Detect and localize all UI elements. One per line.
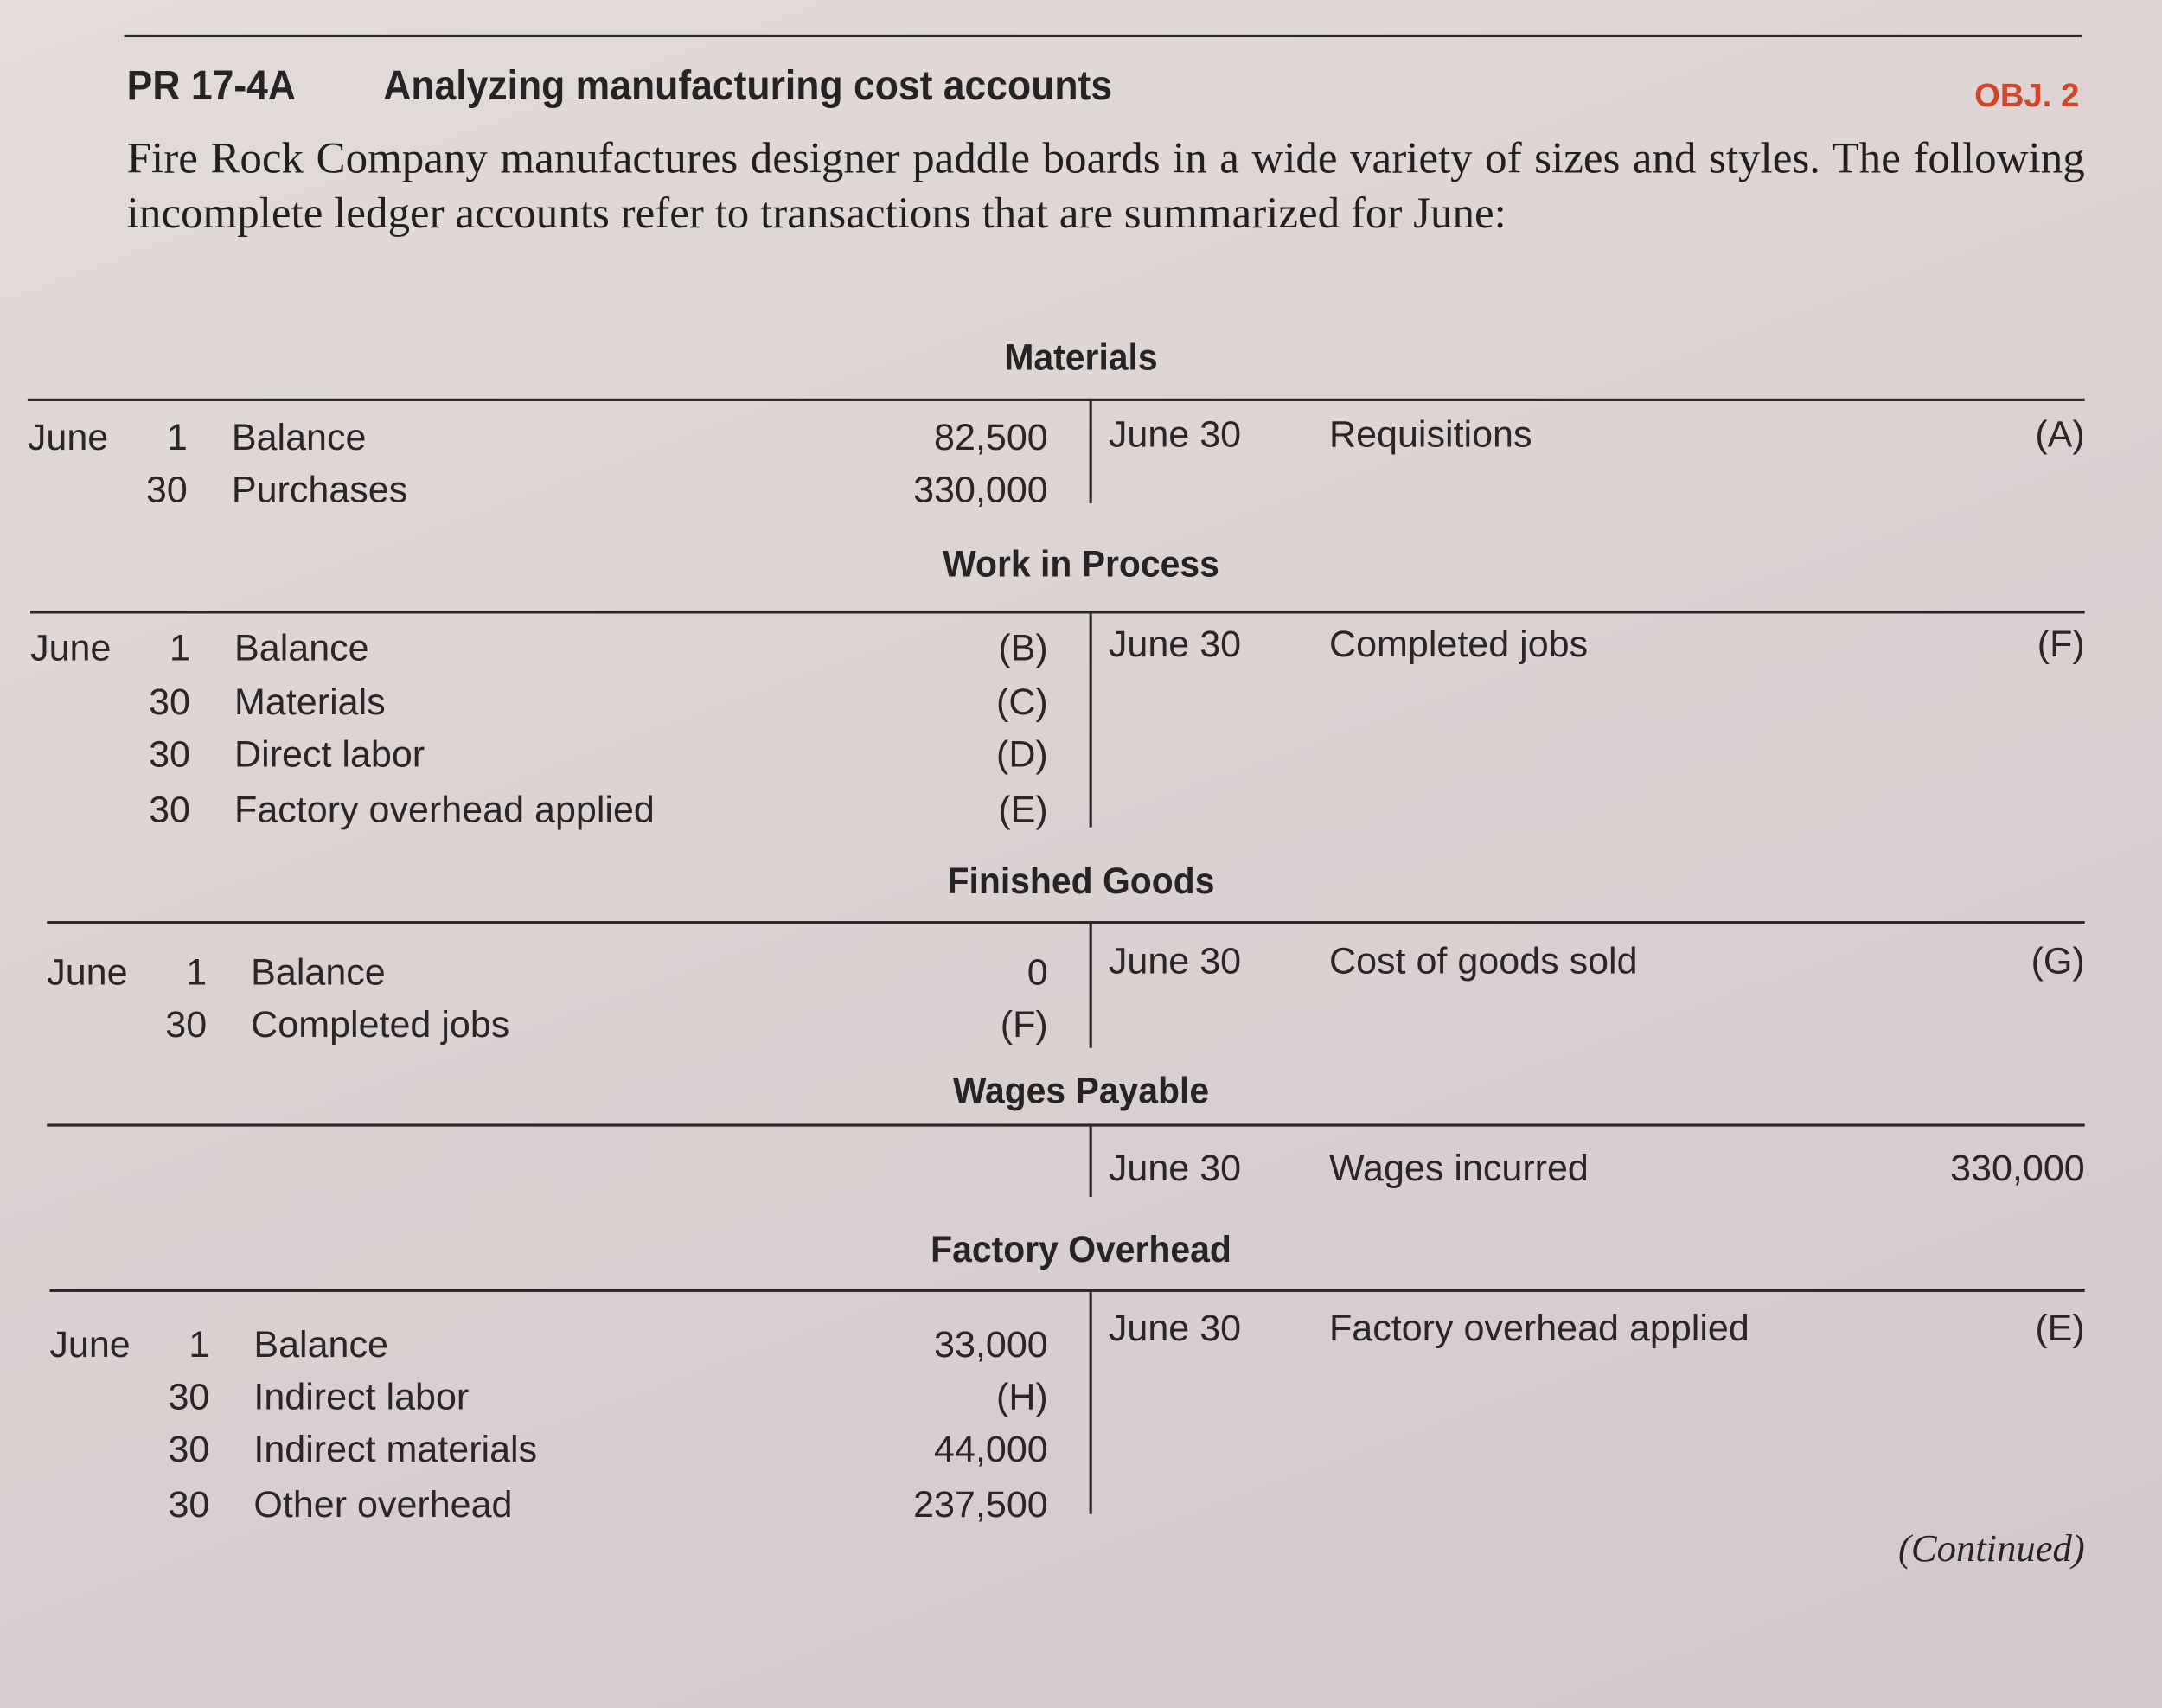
ledger-title: Factory Overhead bbox=[931, 1228, 1231, 1270]
debit-day: 30 bbox=[165, 1003, 208, 1046]
debit-day: 30 bbox=[168, 1428, 210, 1470]
credit-amount: (F) bbox=[2037, 623, 2085, 665]
intro-paragraph: Fire Rock Company manufactures designer … bbox=[126, 132, 2085, 238]
debit-description: Materials bbox=[234, 681, 386, 723]
debit-amount: 237,500 bbox=[913, 1483, 1048, 1526]
debit-description: Balance bbox=[234, 627, 369, 669]
credit-description: Completed jobs bbox=[1329, 623, 1589, 665]
debit-amount: 44,000 bbox=[934, 1428, 1048, 1470]
debit-month: June bbox=[47, 951, 128, 993]
debit-month: June bbox=[27, 416, 109, 458]
debit-month: June bbox=[49, 1323, 131, 1366]
credit-amount: 330,000 bbox=[1950, 1147, 2085, 1189]
ledger-title: Work in Process bbox=[943, 543, 1219, 585]
debit-description: Factory overhead applied bbox=[234, 788, 655, 830]
credit-date: June 30 bbox=[1108, 623, 1242, 665]
debit-description: Indirect materials bbox=[253, 1428, 538, 1470]
top-rule bbox=[124, 34, 2082, 38]
debit-amount: (D) bbox=[995, 733, 1048, 776]
debit-description: Purchases bbox=[231, 469, 408, 510]
credit-amount: (A) bbox=[2035, 413, 2085, 456]
debit-day: 30 bbox=[149, 681, 191, 723]
debit-day: 30 bbox=[145, 469, 188, 510]
debit-amount: 33,000 bbox=[934, 1323, 1048, 1366]
debit-description: Direct labor bbox=[234, 733, 425, 776]
debit-description: Other overhead bbox=[253, 1483, 513, 1526]
ledger-top-rule bbox=[27, 398, 2085, 401]
credit-date: June 30 bbox=[1108, 1307, 1242, 1349]
debit-amount: (C) bbox=[995, 681, 1048, 723]
ledger-divider bbox=[1089, 398, 1092, 503]
credit-description: Wages incurred bbox=[1329, 1147, 1589, 1189]
debit-amount: (F) bbox=[1000, 1003, 1048, 1046]
ledger-top-rule bbox=[47, 1123, 2085, 1127]
debit-amount: (H) bbox=[995, 1376, 1048, 1418]
continued-label: (Continued) bbox=[1897, 1527, 2085, 1571]
debit-day: 30 bbox=[149, 733, 191, 776]
credit-description: Requisitions bbox=[1329, 413, 1532, 456]
ledger-divider bbox=[1089, 611, 1092, 828]
objective-label: OBJ. 2 bbox=[1974, 77, 2080, 115]
debit-description: Balance bbox=[231, 416, 367, 458]
credit-date: June 30 bbox=[1108, 1147, 1242, 1189]
credit-amount: (G) bbox=[2031, 940, 2085, 982]
debit-day: 1 bbox=[186, 951, 208, 993]
debit-day: 1 bbox=[189, 1323, 210, 1366]
debit-day: 30 bbox=[168, 1483, 210, 1526]
debit-description: Balance bbox=[251, 951, 386, 993]
ledger-title: Wages Payable bbox=[952, 1070, 1210, 1112]
ledger-title: Materials bbox=[1004, 336, 1158, 378]
debit-amount: 330,000 bbox=[913, 469, 1048, 510]
debit-day: 1 bbox=[166, 416, 188, 458]
ledger-divider bbox=[1089, 1289, 1092, 1514]
debit-amount: 0 bbox=[1027, 951, 1048, 993]
ledger-divider bbox=[1089, 921, 1092, 1048]
debit-description: Indirect labor bbox=[253, 1376, 470, 1418]
ledger-title: Finished Goods bbox=[947, 860, 1215, 902]
credit-date: June 30 bbox=[1108, 413, 1242, 456]
credit-date: June 30 bbox=[1108, 940, 1242, 982]
ledger-top-rule bbox=[30, 611, 2085, 614]
debit-amount: 82,500 bbox=[934, 416, 1048, 458]
credit-amount: (E) bbox=[2035, 1307, 2085, 1349]
ledger-top-rule bbox=[47, 921, 2085, 924]
debit-day: 30 bbox=[149, 788, 191, 830]
debit-month: June bbox=[30, 627, 112, 669]
debit-day: 1 bbox=[170, 627, 191, 669]
credit-description: Factory overhead applied bbox=[1329, 1307, 1749, 1349]
problem-code: PR 17-4A bbox=[126, 63, 296, 109]
debit-amount: (E) bbox=[998, 788, 1048, 830]
problem-title: Analyzing manufacturing cost accounts bbox=[383, 63, 1113, 109]
ledger-top-rule bbox=[49, 1289, 2085, 1292]
ledger-divider bbox=[1089, 1123, 1092, 1197]
debit-amount: (B) bbox=[998, 627, 1048, 669]
credit-description: Cost of goods sold bbox=[1329, 940, 1638, 982]
debit-description: Completed jobs bbox=[251, 1003, 510, 1046]
debit-description: Balance bbox=[253, 1323, 388, 1366]
debit-day: 30 bbox=[168, 1376, 210, 1418]
